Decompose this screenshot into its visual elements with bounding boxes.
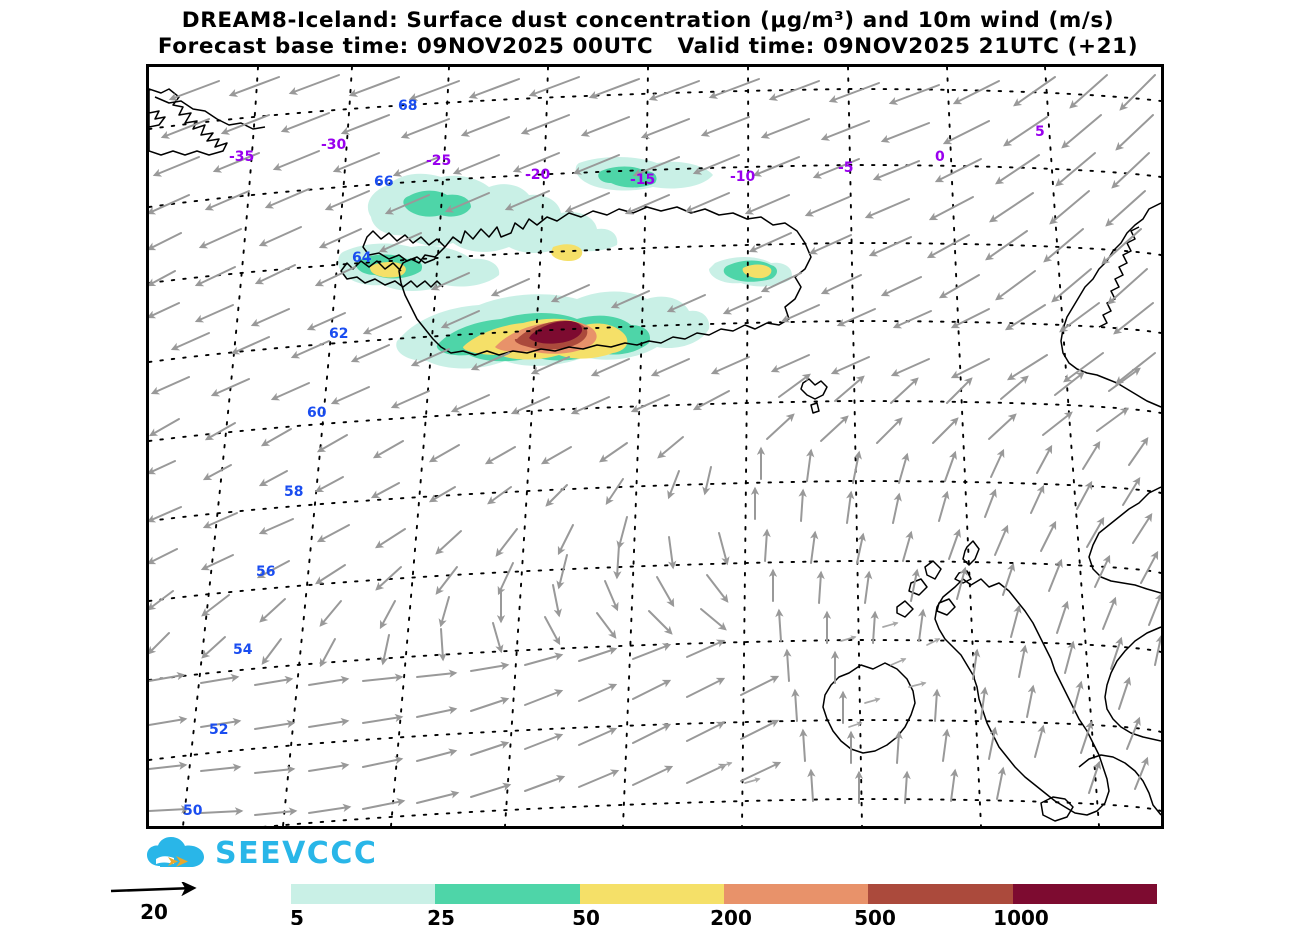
wind-northward-right — [762, 512, 1161, 804]
wind-row-5 — [149, 226, 1142, 265]
wind-scale-key: 20 — [108, 880, 228, 924]
coast-britain — [934, 578, 1110, 816]
wind-row-3 — [152, 150, 1150, 189]
wind-vector-field — [149, 74, 1161, 816]
wind-northward-central — [750, 437, 1149, 524]
logo-text: SEEVCCC — [215, 836, 378, 871]
wind-row-4 — [149, 188, 1146, 227]
meridian-5 — [1044, 67, 1100, 826]
colorbar-segment-200 — [723, 884, 869, 904]
coast-france — [1078, 754, 1161, 816]
coast-iceland-nwpeninsula — [362, 230, 446, 264]
meridian--30 — [282, 67, 353, 826]
colorbar-tick-50: 50 — [572, 906, 600, 925]
wind-weak-vectors — [718, 621, 941, 784]
parallel-66 — [149, 164, 1161, 208]
wind-iceland-area — [149, 272, 1154, 335]
meridian--20 — [504, 67, 549, 826]
seevccc-logo: SEEVCCC — [146, 832, 377, 876]
wind-bottom-4 — [149, 761, 782, 816]
coastlines — [149, 88, 1161, 822]
wind-bottom-1 — [149, 639, 726, 686]
wind-cyclonic-north — [766, 367, 1141, 444]
coast-continent-lower — [1104, 626, 1161, 742]
wind-leftcol — [149, 506, 730, 596]
title-line-2: Forecast base time: 09NOV2025 00UTC Vali… — [157, 34, 1139, 59]
colorbar-segment-50 — [579, 884, 724, 904]
wind-lowerleft — [149, 574, 729, 668]
coast-scotland-detail — [896, 560, 956, 618]
colorbar-tick-500: 500 — [854, 906, 896, 925]
colorbar-segment-500 — [868, 884, 1013, 904]
parallel-64 — [149, 242, 1161, 284]
coast-brittany — [1040, 796, 1074, 822]
coast-norway-fjords — [1098, 226, 1140, 328]
dust-concentration-field — [338, 157, 792, 369]
meridian--25 — [390, 67, 450, 826]
coast-faroe — [800, 378, 828, 414]
dust-contour-50-c — [551, 244, 583, 261]
parallel-50 — [262, 798, 1161, 826]
meridian--35 — [182, 67, 259, 826]
map-canvas — [149, 67, 1161, 826]
wind-row-2 — [160, 112, 1154, 151]
meridian--15 — [622, 67, 649, 826]
cloud-icon — [147, 837, 204, 867]
wind-bottom-3 — [149, 719, 780, 774]
dust-contour-50-se — [742, 264, 772, 279]
parallel-54 — [149, 639, 1161, 681]
concentration-colorbar[interactable] — [291, 884, 1157, 904]
coast-greenland-inner — [154, 96, 266, 130]
wind-scale-value: 20 — [140, 900, 168, 924]
colorbar-tick-1000: 1000 — [993, 906, 1049, 925]
colorbar-tick-25: 25 — [427, 906, 455, 925]
title-line-1: DREAM8-Iceland: Surface dust concentrati… — [181, 8, 1115, 33]
wind-row-top — [168, 74, 1156, 111]
meridian-0 — [946, 67, 982, 826]
colorbar-tick-labels: 5 25 50 200 500 1000 — [290, 906, 1157, 925]
parallel-56 — [149, 560, 1161, 602]
coast-ireland — [822, 662, 916, 754]
coast-greenland — [149, 88, 228, 156]
colorbar-tick-5: 5 — [290, 906, 304, 925]
arrow-glyph-2 — [168, 857, 178, 866]
colorbar-tick-200: 200 — [710, 906, 752, 925]
meridian--10 — [741, 67, 750, 826]
wind-scale-arrow-icon — [110, 880, 197, 897]
coast-norway — [1060, 202, 1161, 408]
parallel-52 — [149, 719, 1161, 761]
parallel-58 — [149, 480, 1161, 522]
page-title: DREAM8-Iceland: Surface dust concentrati… — [0, 8, 1296, 60]
colorbar-segment-25 — [435, 884, 580, 904]
wind-bottom-2 — [149, 675, 780, 730]
wind-midleft — [149, 418, 712, 507]
wind-row-6 — [149, 264, 1148, 305]
wind-row-9 — [150, 376, 730, 415]
coast-continent — [1088, 486, 1161, 594]
map-panel[interactable]: -35 -30 -25 -20 -15 -10 -5 0 5 68 66 64 … — [146, 64, 1164, 829]
colorbar-segment-1000 — [1012, 884, 1157, 904]
meridian--5 — [847, 67, 863, 826]
colorbar-segment-5 — [291, 884, 436, 904]
coast-iceland-westfjords — [340, 260, 444, 288]
arrow-glyph — [176, 856, 188, 867]
dust-contour-1000 — [529, 321, 583, 344]
